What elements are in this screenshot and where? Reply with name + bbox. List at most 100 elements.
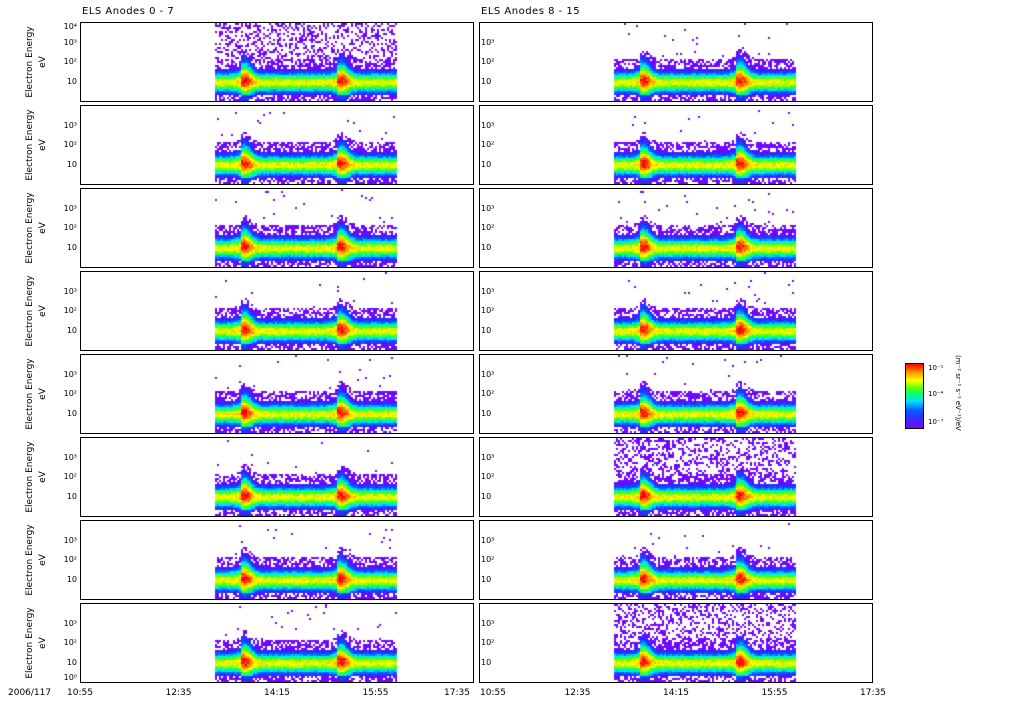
x-tick-label: 15:55: [761, 688, 788, 698]
y-axis-unit: eV: [38, 139, 48, 151]
y-axis-label: Electron Energy: [25, 26, 35, 98]
y-tick-label: 10: [481, 491, 492, 501]
y-tick-label: 10³: [481, 286, 495, 296]
colorbar-tick: 10⁻⁷: [928, 418, 944, 426]
y-tick-label: 10²: [481, 57, 495, 66]
y-tick-label: 10²: [481, 306, 495, 315]
spectrogram-panel: [479, 105, 873, 185]
spectrogram-panel: [479, 603, 873, 683]
spectrogram-panel: [479, 437, 873, 517]
spectrogram-panel: [80, 520, 474, 600]
y-tick-label: 10³: [63, 286, 77, 296]
y-tick-label: 10²: [63, 472, 77, 481]
y-tick-label: 10: [481, 242, 492, 252]
x-tick-label: 14:15: [264, 688, 290, 698]
y-axis-label: Electron Energy: [25, 607, 35, 679]
y-tick-label: 10²: [481, 555, 495, 564]
y-tick-label: 10³: [63, 37, 77, 47]
right-column-title: ELS Anodes 8 - 15: [481, 6, 581, 17]
y-tick-label: 10²: [63, 140, 77, 149]
spectrogram-panel: [80, 603, 474, 683]
y-tick-label: 10³: [481, 452, 495, 462]
y-axis-unit: eV: [38, 554, 48, 566]
spectrogram-canvas: [81, 438, 473, 516]
x-tick-label: 14:15: [663, 688, 689, 698]
spectrogram-panel: [80, 271, 474, 351]
y-axis-unit: eV: [38, 388, 48, 400]
y-axis-label: Electron Energy: [25, 275, 35, 347]
x-tick-label: 12:35: [564, 688, 591, 698]
y-tick-label: 10: [481, 159, 492, 169]
spectrogram-panel: [80, 437, 474, 517]
x-tick-label: 10:55: [480, 688, 506, 698]
spectrogram-canvas: [81, 189, 473, 267]
spectrogram-panel: [80, 22, 474, 102]
x-tick-label: 15:55: [362, 688, 389, 698]
spectrogram-canvas: [480, 521, 872, 599]
y-tick-label: 10: [66, 242, 77, 252]
y-tick-label: 10: [481, 325, 492, 335]
y-tick-label: 10³: [481, 618, 495, 628]
y-tick-label: 10: [66, 325, 77, 335]
y-axis-label: Electron Energy: [25, 441, 35, 513]
y-tick-label: 10⁰: [63, 673, 77, 682]
spectrogram-panel: [479, 271, 873, 351]
y-tick-label: 10²: [481, 472, 495, 481]
spectrogram-canvas: [480, 189, 872, 267]
y-tick-label: 10²: [481, 389, 495, 398]
y-tick-label: 10³: [481, 37, 495, 47]
y-tick-label: 10³: [63, 120, 77, 130]
spectrogram-canvas: [81, 23, 473, 101]
date-label: 2006/117: [8, 688, 52, 698]
y-tick-label: 10³: [481, 203, 495, 213]
y-tick-label: 10³: [63, 618, 77, 628]
colorbar-label: (m⁻² sr⁻¹ s⁻¹ eV⁻¹)/eV: [954, 355, 962, 431]
spectrogram-canvas: [81, 272, 473, 350]
y-tick-label: 10²: [63, 57, 77, 66]
y-tick-label: 10⁴: [63, 22, 77, 31]
spectrogram-panel: [479, 354, 873, 434]
y-tick-label: 10²: [63, 306, 77, 315]
y-tick-label: 10²: [481, 140, 495, 149]
x-tick-label: 10:55: [67, 688, 93, 698]
x-tick-label: 17:35: [444, 688, 470, 698]
y-tick-label: 10: [66, 76, 77, 86]
y-tick-label: 10: [481, 76, 492, 86]
y-tick-label: 10: [66, 657, 77, 667]
spectrogram-canvas: [81, 355, 473, 433]
y-axis-unit: eV: [38, 56, 48, 68]
x-tick-label: 12:35: [165, 688, 192, 698]
y-axis-unit: eV: [38, 222, 48, 234]
spectrogram-canvas: [480, 106, 872, 184]
left-column-title: ELS Anodes 0 - 7: [82, 6, 175, 17]
spectrogram-panel: [80, 105, 474, 185]
y-tick-label: 10: [481, 408, 492, 418]
y-axis-unit: eV: [38, 305, 48, 317]
y-axis-unit: eV: [38, 471, 48, 483]
y-axis-label: Electron Energy: [25, 109, 35, 181]
spectrogram-canvas: [480, 23, 872, 101]
spectrogram-panel: [479, 188, 873, 268]
y-tick-label: 10²: [63, 389, 77, 398]
spectrogram-panel: [80, 188, 474, 268]
y-tick-label: 10³: [63, 452, 77, 462]
y-tick-label: 10³: [481, 535, 495, 545]
spectrogram-canvas: [81, 106, 473, 184]
y-axis-unit: eV: [38, 637, 48, 649]
y-tick-label: 10: [481, 574, 492, 584]
y-axis-label: Electron Energy: [25, 192, 35, 264]
y-tick-label: 10: [481, 657, 492, 667]
y-tick-label: 10: [66, 159, 77, 169]
y-tick-label: 10³: [63, 535, 77, 545]
y-tick-label: 10²: [63, 555, 77, 564]
y-tick-label: 10³: [481, 120, 495, 130]
y-tick-label: 10³: [481, 369, 495, 379]
y-axis-label: Electron Energy: [25, 358, 35, 430]
colorbar-tick: 10⁻¹: [928, 364, 944, 372]
spectrogram-canvas: [480, 272, 872, 350]
spectrogram-canvas: [480, 355, 872, 433]
y-tick-label: 10: [66, 491, 77, 501]
spectrogram-panel: [80, 354, 474, 434]
spectrogram-panel: [479, 22, 873, 102]
y-tick-label: 10: [66, 408, 77, 418]
